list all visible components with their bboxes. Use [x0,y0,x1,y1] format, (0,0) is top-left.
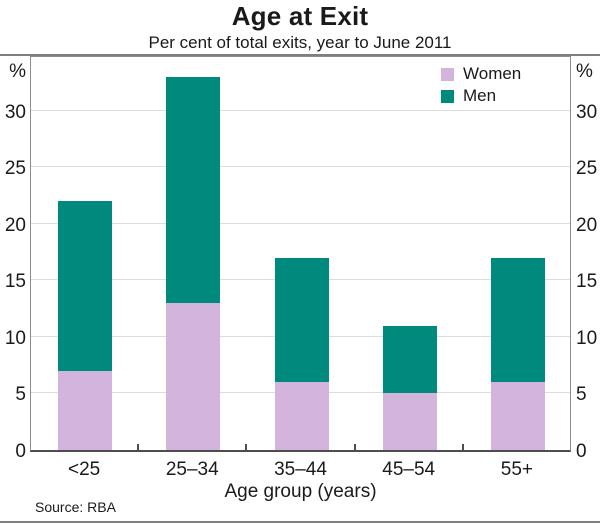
y-tick-label-right-20: 20 [576,214,598,236]
y-tick-label-left-30: 30 [4,101,26,123]
x-axis-tick-1 [137,444,140,452]
x-axis-tick-4 [461,444,464,452]
source-note: Source: RBA [35,499,116,515]
chart-subtitle: Per cent of total exits, year to June 20… [148,33,452,52]
y-tick-label-right-0: 0 [576,441,587,462]
legend-label-women: Women [463,64,522,83]
y-tick-label-right-30: 30 [576,101,598,123]
legend-swatch-women [441,67,454,81]
x-axis-tick-2 [245,444,248,452]
legend-swatch-men [441,89,454,103]
bar-women-2 [274,382,329,450]
bottom-rule [0,521,600,523]
x-tick-label-2: 35–44 [274,459,327,480]
y-tick-label-right-5: 5 [576,384,587,406]
y-axis-unit-right: % [576,61,593,82]
x-tick-label-1: 25–34 [165,459,219,480]
x-axis-tick-3 [353,444,356,452]
y-tick-label-right-15: 15 [576,271,598,293]
bar-men-3 [382,325,437,394]
legend-item-men: Men [441,85,521,107]
bar-men-4 [490,257,545,383]
y-tick-label-left-15: 15 [4,271,26,293]
bar-men-2 [274,257,329,383]
legend-item-women: Women [441,63,521,85]
bar-men-1 [166,76,221,303]
bar-women-3 [382,393,437,450]
bar-men-0 [58,201,113,371]
x-tick-label-3: 45–54 [382,459,436,480]
y-tick-label-left-10: 10 [4,327,26,349]
y-tick-label-left-0: 0 [15,441,26,462]
chart-title: Age at Exit [231,1,369,31]
x-axis-title: Age group (years) [224,481,377,502]
x-tick-label-0: <25 [67,459,101,480]
y-axis-unit-left: % [9,61,26,82]
gridline-30 [31,109,570,111]
legend: Women Men [441,63,521,107]
y-tick-label-right-10: 10 [576,327,598,349]
bar-women-1 [166,302,221,450]
bar-women-4 [490,382,545,450]
gridline-20 [31,222,570,224]
plot-area [30,56,571,452]
x-tick-label-4: 55+ [500,459,533,480]
y-tick-label-right-25: 25 [576,158,598,180]
legend-label-men: Men [463,86,497,105]
top-rule [0,54,600,56]
y-tick-label-left-5: 5 [15,384,26,406]
y-tick-label-left-20: 20 [4,214,26,236]
gridline-25 [31,166,570,168]
y-tick-label-left-25: 25 [4,158,26,180]
bar-women-0 [58,370,113,450]
